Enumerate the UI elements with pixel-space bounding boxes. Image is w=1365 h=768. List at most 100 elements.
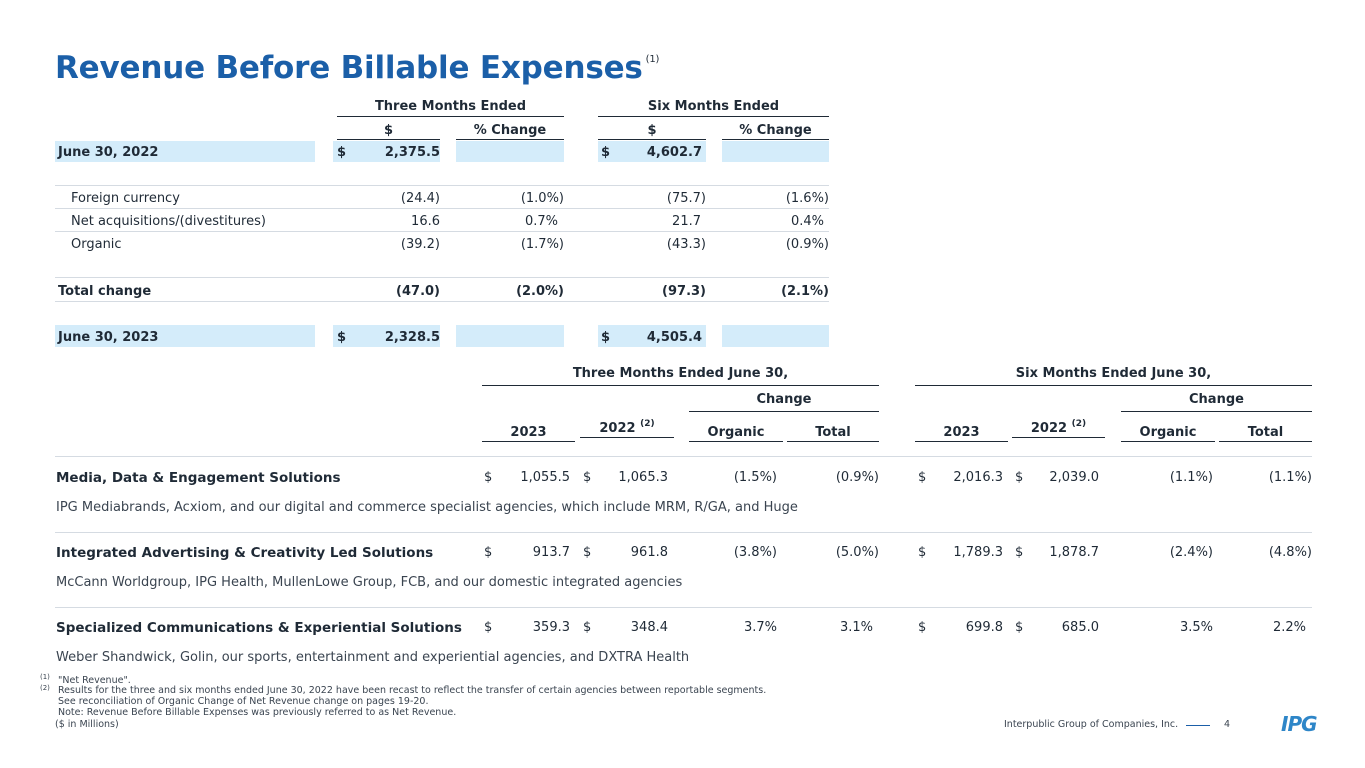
- top-row-label: Net acquisitions/(divestitures): [71, 214, 266, 229]
- top-row-v6: (75.7): [666, 191, 706, 206]
- seg-col-organic-3m: Organic: [689, 425, 783, 442]
- seg-col-2022-3m: 2022 (2): [580, 419, 674, 438]
- page-number: 4: [1224, 719, 1231, 730]
- segment-name: Specialized Communications & Experientia…: [56, 620, 462, 636]
- segment-currency: $: [918, 620, 927, 635]
- top-header-three-months: Three Months Ended: [337, 99, 564, 117]
- top-row-start-v6-bg: [598, 141, 706, 162]
- top-row-v6: 4,505.4: [646, 330, 702, 345]
- seg-col-2022-note: (2): [1071, 419, 1087, 429]
- top-row-end-c3-bg: [456, 325, 564, 347]
- seg-col-2022-note: (2): [640, 419, 655, 429]
- segment-currency: $: [583, 470, 592, 485]
- segment-torg: (3.8%): [733, 545, 777, 560]
- top-row-v3: 16.6: [411, 214, 440, 229]
- footnote-2-line3: Note: Revenue Before Billable Expenses w…: [58, 707, 457, 718]
- segment-t2022: 348.4: [630, 620, 668, 635]
- top-row-start-v3-bg: [333, 141, 440, 162]
- top-col-dollar-3m: $: [337, 123, 440, 140]
- top-col-change-6m: % Change: [722, 123, 829, 140]
- seg-col-2023-6m: 2023: [915, 425, 1008, 442]
- top-row-currency: $: [337, 145, 347, 160]
- seg-col-2023-3m: 2023: [482, 425, 575, 442]
- seg-col-total-6m: Total: [1219, 425, 1312, 442]
- footnote-1: "Net Revenue".: [58, 675, 131, 686]
- segment-currency: $: [583, 545, 592, 560]
- segment-currency: $: [1015, 470, 1024, 485]
- segment-stot: (1.1%): [1268, 470, 1312, 485]
- seg-header-change-3m: Change: [689, 392, 879, 412]
- top-row-c6: (0.9%): [785, 237, 829, 252]
- segment-s2022: 685.0: [1061, 620, 1099, 635]
- segment-s2023: 1,789.3: [953, 545, 1003, 560]
- segment-ttot: (5.0%): [835, 545, 879, 560]
- footnote-1-mark: (1): [40, 673, 50, 681]
- top-row-currency6: $: [601, 330, 611, 345]
- footer-accent-line: [1186, 725, 1210, 726]
- segment-sorg: (1.1%): [1169, 470, 1213, 485]
- top-row-start-label-bg: [55, 141, 315, 162]
- top-row-c3: 0.7%: [524, 214, 558, 229]
- top-row-v3: (39.2): [400, 237, 440, 252]
- top-divider: [55, 208, 829, 209]
- top-divider: [55, 301, 829, 302]
- top-row-c3: (1.0%): [520, 191, 564, 206]
- top-row-label: Foreign currency: [71, 191, 180, 206]
- segment-t2023: 1,055.5: [520, 470, 570, 485]
- top-divider: [55, 185, 829, 186]
- segment-t2023: 359.3: [532, 620, 570, 635]
- seg-header-change-6m: Change: [1121, 392, 1312, 412]
- top-col-change-3m: % Change: [456, 123, 564, 140]
- seg-col-2022-text: 2022: [599, 421, 636, 436]
- seg-header-six-months: Six Months Ended June 30,: [915, 366, 1312, 386]
- segment-sorg: (2.4%): [1169, 545, 1213, 560]
- top-row-v3: 2,328.5: [384, 330, 440, 345]
- segment-currency: $: [484, 470, 493, 485]
- top-row-c3: (2.0%): [516, 284, 564, 299]
- seg-divider: [55, 532, 1312, 533]
- segment-torg: (1.5%): [733, 470, 777, 485]
- segment-currency: $: [1015, 545, 1024, 560]
- title-footnote-mark: (1): [645, 54, 660, 65]
- top-row-end-v6-bg: [598, 325, 706, 347]
- page-title: Revenue Before Billable Expenses (1): [55, 50, 659, 86]
- top-row-c6: 0.4%: [790, 214, 824, 229]
- segment-name: Integrated Advertising & Creativity Led …: [56, 545, 434, 561]
- segment-ttot: (0.9%): [835, 470, 879, 485]
- segment-s2023: 2,016.3: [953, 470, 1003, 485]
- seg-header-three-months: Three Months Ended June 30,: [482, 366, 879, 386]
- segment-currency: $: [484, 545, 493, 560]
- footnote-2-line2: See reconciliation of Organic Change of …: [58, 696, 429, 707]
- segment-description: Weber Shandwick, Golin, our sports, ente…: [56, 650, 690, 665]
- top-row-v6: 4,602.7: [646, 145, 702, 160]
- top-row-start-c3-bg: [456, 141, 564, 162]
- segment-s2022: 1,878.7: [1049, 545, 1099, 560]
- segment-t2022: 1,065.3: [618, 470, 668, 485]
- segment-t2022: 961.8: [630, 545, 668, 560]
- footnote-2-mark: (2): [40, 684, 50, 692]
- segment-description: IPG Mediabrands, Acxiom, and our digital…: [56, 500, 798, 515]
- segment-sorg: 3.5%: [1179, 620, 1213, 635]
- company-name: Interpublic Group of Companies, Inc.: [1004, 719, 1179, 730]
- top-row-currency6: $: [601, 145, 611, 160]
- page-title-text: Revenue Before Billable Expenses: [55, 50, 643, 86]
- top-row-currency: $: [337, 330, 347, 345]
- segment-currency: $: [1015, 620, 1024, 635]
- top-row-v6: (43.3): [666, 237, 706, 252]
- seg-col-organic-6m: Organic: [1121, 425, 1215, 442]
- seg-col-2022-6m: 2022 (2): [1012, 419, 1105, 438]
- top-row-v3: (24.4): [400, 191, 440, 206]
- segment-name: Media, Data & Engagement Solutions: [56, 470, 341, 486]
- top-col-dollar-6m: $: [598, 123, 706, 140]
- segment-description: McCann Worldgroup, IPG Health, MullenLow…: [56, 575, 683, 590]
- seg-col-total-3m: Total: [787, 425, 879, 442]
- top-row-label: Organic: [71, 237, 122, 252]
- top-row-v3: (47.0): [396, 284, 440, 299]
- seg-divider: [55, 607, 1312, 608]
- top-row-c6: (2.1%): [781, 284, 829, 299]
- top-row-start-c6-bg: [722, 141, 829, 162]
- top-row-label: June 30, 2023: [58, 330, 159, 345]
- seg-divider: [55, 456, 1312, 457]
- ipg-logo: IPG: [1281, 712, 1318, 736]
- segment-currency: $: [484, 620, 493, 635]
